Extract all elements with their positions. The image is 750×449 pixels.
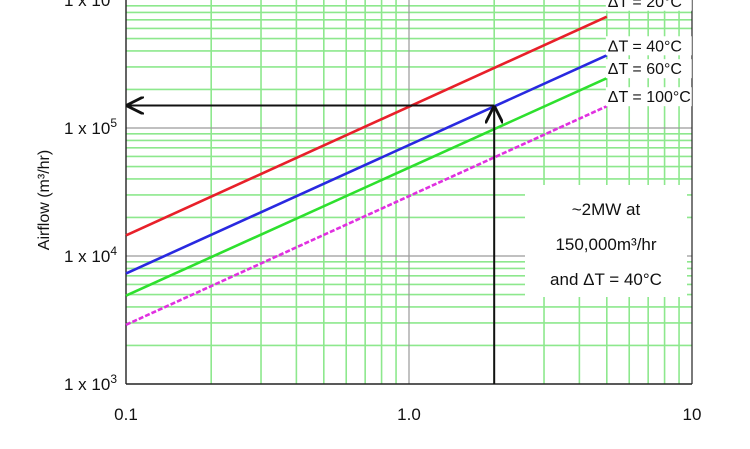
y-tick-labels: 1 x 103 1 x 104 1 x 105 1 x 106 xyxy=(64,0,117,394)
annotation-line: 150,000m³/hr xyxy=(555,235,656,254)
series-label: ΔT = 40°C xyxy=(608,38,682,55)
y-axis-label: Airflow (m³/hr) xyxy=(36,150,53,250)
series-lines xyxy=(125,15,608,326)
annotation: ~2MW at 150,000m³/hr and ΔT = 40°C xyxy=(128,105,687,384)
x-tick-label: 10 xyxy=(683,405,702,424)
series-line xyxy=(125,54,608,275)
series-label-bg xyxy=(605,59,692,79)
y-tick-label: 1 x 105 xyxy=(64,116,117,138)
y-tick-label: 1 x 104 xyxy=(64,244,117,266)
annotation-box xyxy=(525,185,687,297)
series-label: ΔT = 60°C xyxy=(608,61,682,78)
annotation-line: ~2MW at xyxy=(572,200,641,219)
series-line xyxy=(125,105,608,326)
y-tick-label: 1 x 106 xyxy=(64,0,117,10)
x-tick-label: 1.0 xyxy=(397,405,421,424)
series-line xyxy=(125,77,608,297)
series-label: ΔT = 20°C xyxy=(608,0,682,11)
series-label-bg xyxy=(605,0,692,11)
y-tick-label: 1 x 103 xyxy=(64,372,117,394)
series-label-bg xyxy=(605,87,692,107)
plot-frame xyxy=(125,0,693,385)
series-labels: ΔT = 20°C ΔT = 40°C ΔT = 60°C ΔT = 100°C xyxy=(605,0,692,107)
series-line xyxy=(125,15,608,237)
series-label: ΔT = 100°C xyxy=(608,89,691,106)
annotation-line: and ΔT = 40°C xyxy=(550,270,662,289)
series-label-bg xyxy=(605,36,692,56)
x-tick-labels: 0.1 1.0 10 xyxy=(114,405,701,424)
x-tick-label: 0.1 xyxy=(114,405,138,424)
